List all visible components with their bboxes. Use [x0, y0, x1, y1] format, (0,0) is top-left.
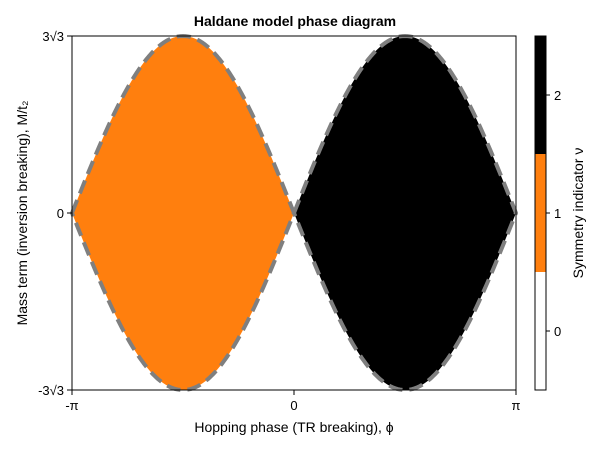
y-axis: -3√3 0 3√3	[38, 29, 72, 398]
x-tick-label: 0	[290, 398, 297, 413]
phase-region-nu-2	[294, 36, 516, 390]
colorbar-label: Symmetry indicator ν	[570, 148, 586, 279]
y-axis-label: Mass term (inversion breaking), M/t₂	[14, 101, 30, 326]
x-axis-label: Hopping phase (TR breaking), ϕ	[194, 419, 393, 435]
x-axis: -π 0 π	[65, 390, 521, 413]
colorbar-segment-nu-0	[535, 272, 546, 390]
phase-region-nu-1	[72, 36, 294, 390]
x-tick-label: -π	[65, 398, 78, 413]
y-tick-label: -3√3	[38, 383, 64, 398]
y-tick-label: 0	[57, 206, 64, 221]
x-tick-label: π	[512, 398, 521, 413]
chart-title: Haldane model phase diagram	[194, 13, 396, 29]
colorbar-segment-nu-1	[535, 154, 546, 272]
colorbar-segment-nu-2	[535, 36, 546, 154]
y-tick-label: 3√3	[42, 29, 64, 44]
colorbar-tick-label: 0	[554, 324, 561, 339]
colorbar: 0 1 2	[534, 35, 561, 391]
colorbar-tick-label: 1	[554, 206, 561, 221]
colorbar-tick-label: 2	[554, 88, 561, 103]
